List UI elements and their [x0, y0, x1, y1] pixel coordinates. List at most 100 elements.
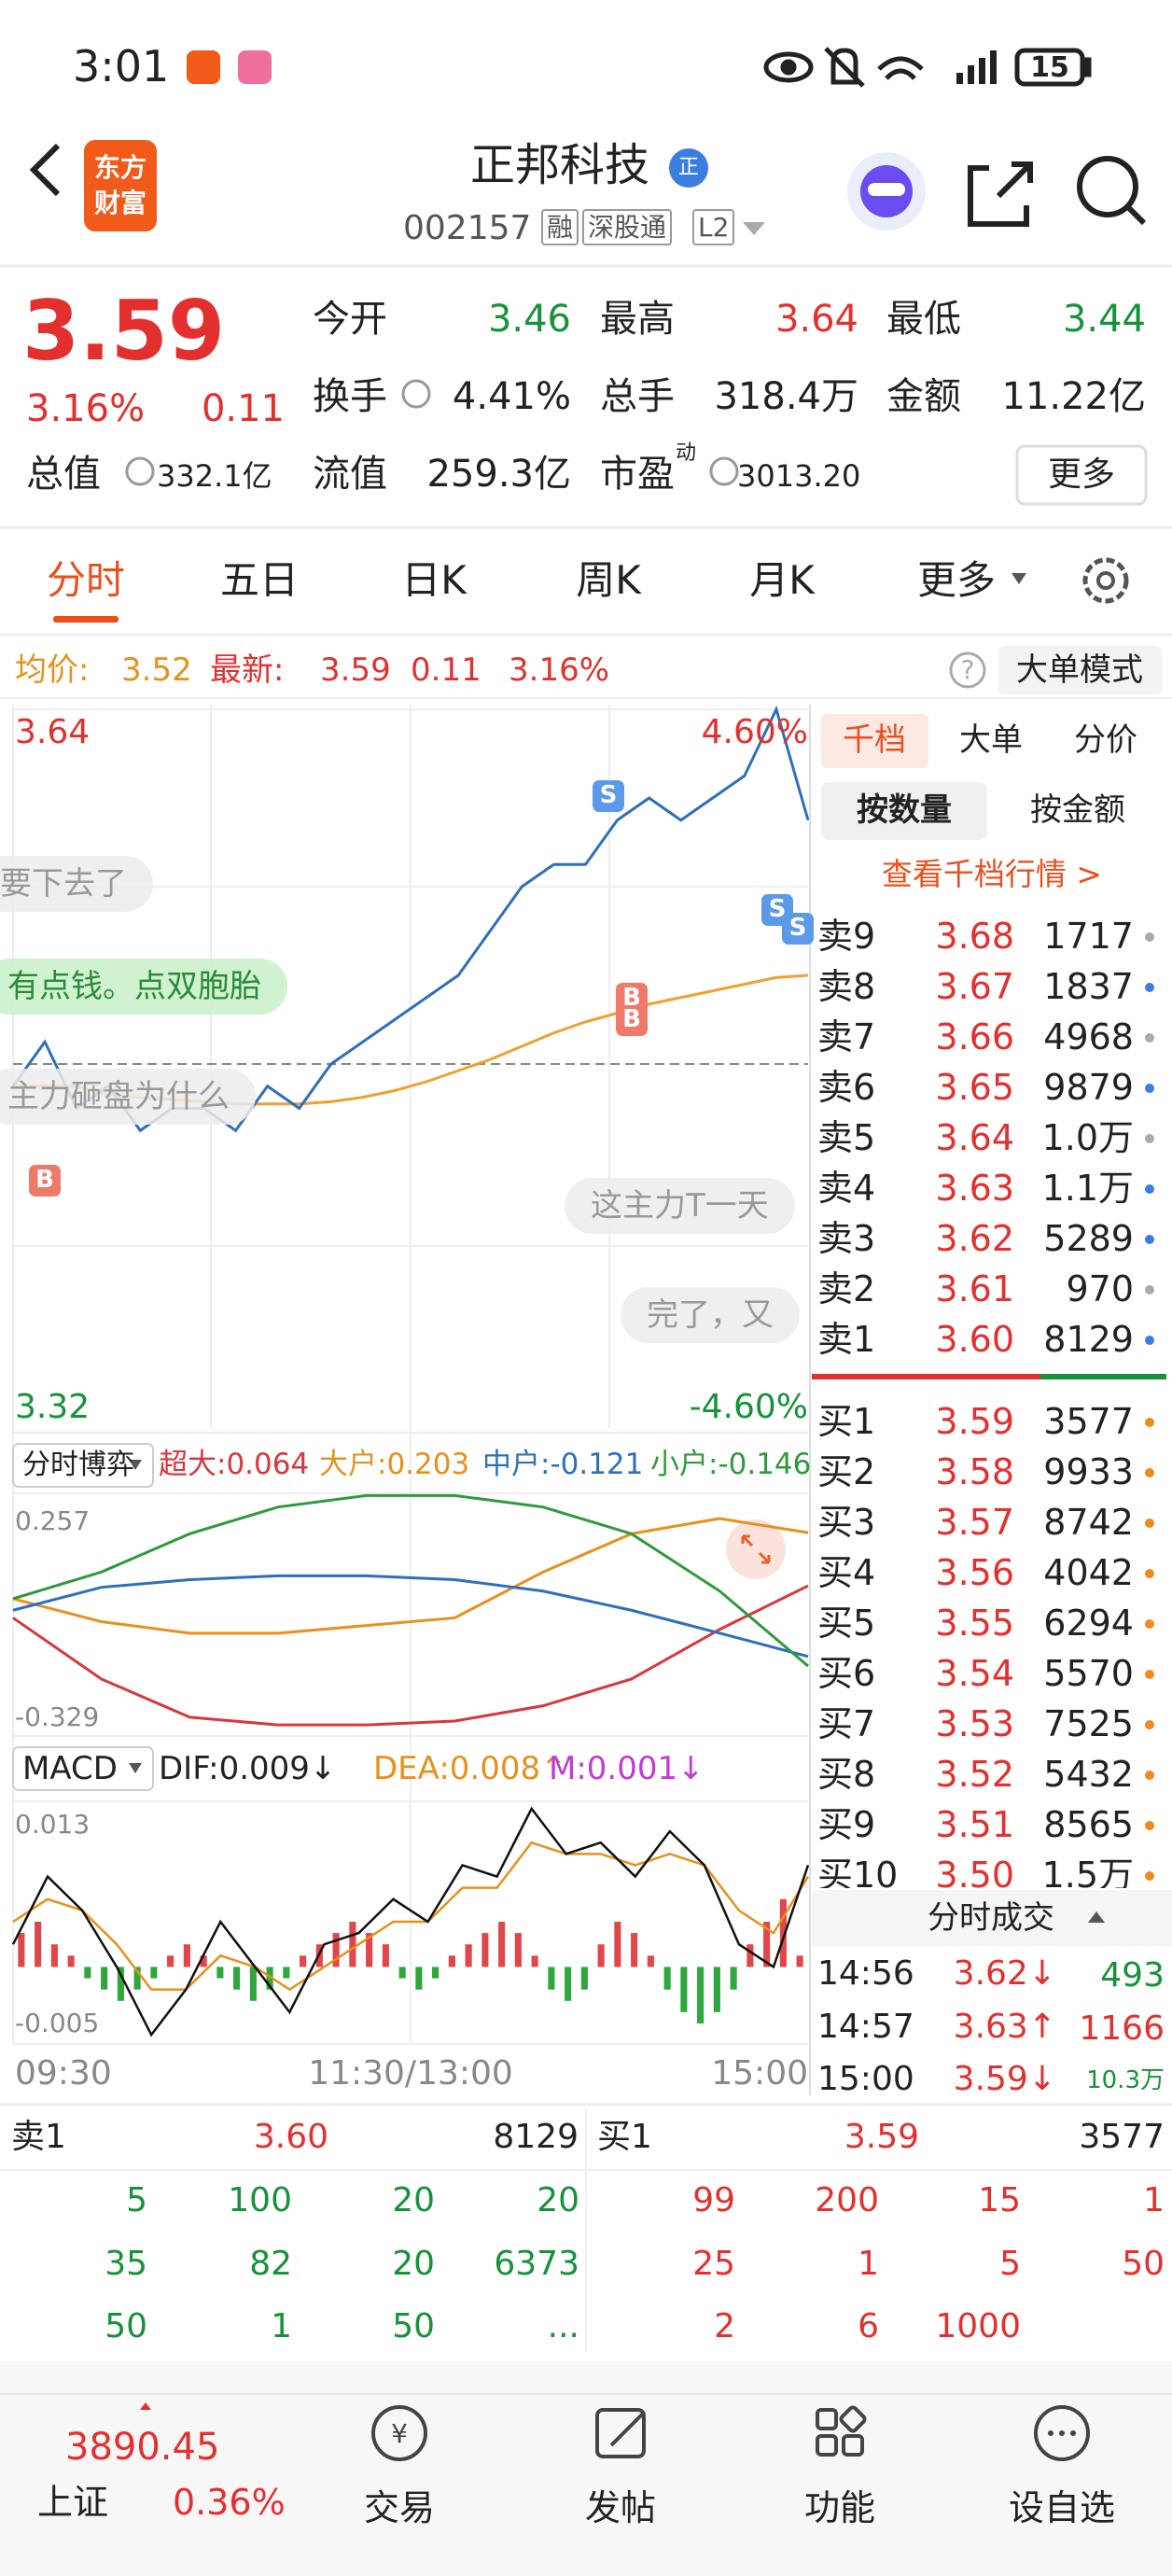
macd-bar [366, 1933, 373, 1967]
more-button[interactable]: 更多 [1047, 455, 1116, 495]
level-label: 买3 [817, 1502, 876, 1544]
level-price: 3.61 [935, 1268, 1014, 1310]
battery: 15 [1030, 51, 1069, 84]
flow-selector[interactable]: 分时博弈 [22, 1449, 134, 1481]
level-volume: 4968 [1043, 1016, 1134, 1058]
dif-line [11, 1806, 810, 2037]
macd-bar [300, 1955, 307, 1967]
legend-item: 中户:-0.121 [482, 1448, 644, 1482]
level-label: 卖9 [817, 916, 876, 958]
depth-tab[interactable]: 千档 [843, 721, 906, 759]
index-pct[interactable]: 0.36% [173, 2482, 286, 2524]
stat-value: 3.44 [1062, 298, 1146, 341]
level-label: 买7 [817, 1703, 876, 1745]
level-price: 3.55 [935, 1603, 1014, 1645]
stat-label: 换手 [313, 375, 387, 418]
clock: 3:01 [73, 41, 170, 92]
level-label: 卖6 [817, 1067, 876, 1109]
y-max: 0.013 [15, 1809, 91, 1841]
level-volume: 5289 [1043, 1218, 1134, 1260]
dot [1145, 1720, 1154, 1729]
macd-value: M:0.001↓ [549, 1749, 705, 1787]
level-volume: 1717 [1043, 916, 1134, 958]
level-price: 3.58 [935, 1451, 1014, 1493]
depth-tab[interactable]: 分价 [1074, 721, 1137, 759]
level-label: 买9 [817, 1804, 876, 1846]
logo: 东方 [93, 152, 147, 184]
order-size: 20 [392, 2181, 435, 2220]
latest-label: 最新: [210, 651, 285, 689]
level-volume: 1837 [1043, 966, 1134, 1008]
level-price: 3.54 [935, 1653, 1014, 1695]
tab[interactable]: 月K [749, 556, 815, 603]
macd-bar [514, 1933, 522, 1967]
depth-mode[interactable]: 按金额 [1030, 791, 1125, 829]
tab[interactable]: 五日 [219, 556, 300, 603]
depth-link[interactable]: 查看千档行情 > [881, 856, 1103, 893]
macd-selector[interactable]: MACD [22, 1749, 118, 1787]
depth-tab[interactable]: 大单 [959, 721, 1023, 759]
index-value[interactable]: 3890.45 [65, 2426, 220, 2469]
macd-bar [150, 1967, 158, 1979]
level-volume: 8742 [1043, 1502, 1134, 1544]
mode-button[interactable]: 大单模式 [1016, 651, 1143, 689]
macd-bar [448, 1955, 455, 1967]
macd-bar [730, 1967, 737, 1990]
order-size: 1000 [935, 2307, 1021, 2346]
price: 3.59 [22, 283, 226, 380]
marker-label: S [768, 895, 787, 924]
trade-volume: 493 [1100, 1956, 1165, 1995]
change-pct: 3.16% [26, 387, 146, 430]
marker-label: S [788, 914, 807, 943]
level-volume: 5432 [1043, 1754, 1134, 1796]
macd-bar [332, 1933, 340, 1967]
level-volume: 7525 [1043, 1703, 1134, 1745]
index-name[interactable]: 上证 [37, 2482, 109, 2524]
macd-bar [432, 1967, 440, 1979]
time-label: 09:30 [15, 2054, 112, 2093]
macd-bar [663, 1967, 671, 1990]
trade-time: 14:57 [817, 2008, 914, 2047]
level-label: 买2 [817, 1451, 876, 1493]
trade-time: 14:56 [817, 1954, 914, 1994]
level-price: 3.65 [935, 1067, 1014, 1109]
tab[interactable]: 日K [401, 556, 467, 603]
order-size: ... [547, 2307, 579, 2346]
trade-marker [782, 913, 814, 945]
stat-label: 最低 [886, 298, 961, 341]
legend-item: 超大:0.064 [159, 1448, 310, 1482]
order-size: 200 [815, 2181, 879, 2220]
tab[interactable]: 周K [576, 556, 641, 603]
depth-mode[interactable]: 按数量 [857, 791, 952, 829]
change: 0.11 [201, 387, 285, 430]
order-size: 1 [858, 2245, 879, 2284]
comment: 主力砸盘为什么 [0, 1069, 256, 1126]
help[interactable]: ? [960, 654, 975, 686]
time-label: 11:30/13:00 [308, 2054, 513, 2093]
macd-bar [565, 1967, 572, 2001]
nav-item[interactable]: 发帖 [584, 2487, 657, 2529]
dot [1145, 1821, 1154, 1830]
comment: 有点钱。点双胞胎 [0, 959, 287, 1015]
macd-bar [84, 1967, 91, 1979]
queue-label: 卖1 [11, 2118, 66, 2157]
macd-bar [631, 1933, 638, 1967]
nav-item[interactable]: 设自选 [1008, 2487, 1116, 2529]
avg-label: 均价: [15, 651, 90, 689]
level-price: 3.62 [935, 1218, 1014, 1260]
marker-label: B [622, 1005, 641, 1034]
latest-change: 0.11 [411, 651, 481, 689]
level-price: 3.60 [935, 1319, 1014, 1361]
tab[interactable]: 分时 [46, 556, 126, 603]
pct-max: 4.60% [701, 713, 808, 752]
macd-bar [597, 1944, 605, 1967]
nav-item[interactable]: 交易 [363, 2487, 436, 2529]
queue-price: 3.59 [844, 2118, 919, 2157]
comment-layer: 要下去了 有点钱。点双胞胎 主力砸盘为什么 这主力T一天 完了，又 [0, 705, 808, 1433]
flow-line [12, 1517, 809, 1635]
queue-volume: 3577 [1079, 2118, 1165, 2157]
order-size: 50 [392, 2307, 435, 2346]
nav-item[interactable]: 功能 [803, 2487, 876, 2529]
tab[interactable]: 更多 [916, 556, 997, 603]
trades-title[interactable]: 分时成交 [928, 1898, 1054, 1937]
